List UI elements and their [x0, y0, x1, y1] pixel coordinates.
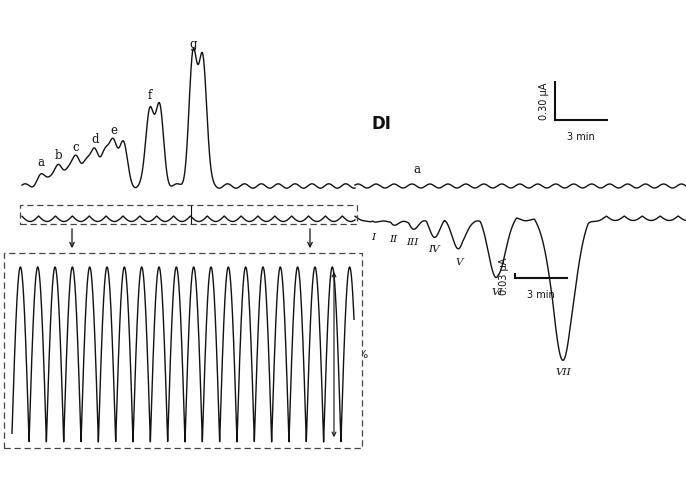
Text: 0.03 μA: 0.03 μA: [499, 258, 509, 295]
Text: c: c: [73, 141, 80, 154]
Text: I: I: [371, 233, 375, 242]
Text: g: g: [189, 38, 197, 51]
Text: a: a: [37, 156, 44, 169]
Text: 0.30 μA: 0.30 μA: [539, 82, 549, 120]
Text: VI: VI: [491, 288, 503, 297]
Bar: [20, 205, 357, 224]
Text: V: V: [456, 258, 463, 267]
Text: IV: IV: [429, 245, 440, 254]
Text: VII: VII: [555, 368, 571, 377]
Text: III: III: [407, 238, 419, 247]
Text: e: e: [110, 124, 117, 137]
Text: a: a: [413, 163, 420, 176]
Text: 3 min: 3 min: [527, 290, 555, 300]
Bar: [4, 253, 362, 448]
Text: d: d: [91, 133, 99, 146]
Text: 32 %: 32 %: [340, 349, 368, 359]
Text: b: b: [55, 149, 62, 162]
Text: 3 min: 3 min: [567, 132, 595, 142]
Text: II: II: [389, 235, 397, 244]
Text: DI: DI: [372, 115, 392, 133]
Text: f: f: [147, 89, 152, 102]
Text: PCT: PCT: [310, 329, 346, 347]
